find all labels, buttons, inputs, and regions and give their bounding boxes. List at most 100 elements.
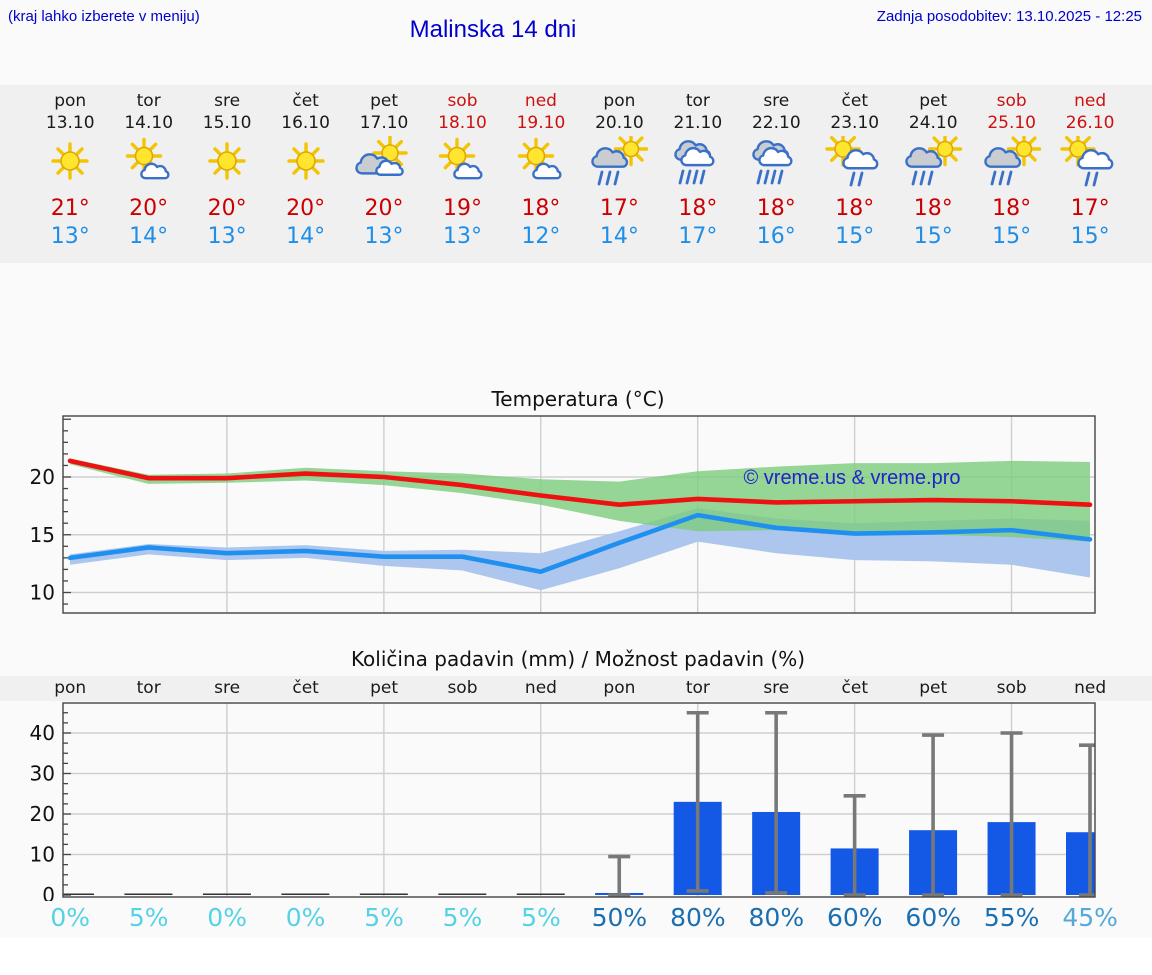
day-date: 20.10 [595,113,644,133]
precip-day-label: tor [685,678,710,698]
day-date: 23.10 [830,113,880,133]
high-temp: 18° [678,196,718,221]
precip-probability: 60% [826,903,883,932]
high-temp: 21° [50,196,90,221]
forecast-day: sob 18.10 19° 13° [423,85,501,263]
sun-shower-icon [983,136,1041,186]
low-temp: 15° [835,224,875,249]
day-name: čet [841,91,868,111]
low-temp: 15° [992,224,1032,249]
low-temp: 14° [286,224,326,249]
forecast-day: tor 14.10 20° 14° [109,85,187,263]
temperature-chart-title: Temperatura (°C) [491,387,665,411]
high-temp: 18° [992,196,1032,221]
precip-day-label: sre [214,678,241,698]
high-temp: 18° [521,196,561,221]
high-temp: 19° [442,196,482,221]
precip-probability-row: 0% 5% 0% 0% 5% 5% 5% 50% 80% 80% 60% 60% 55% 45% [0,901,1152,935]
low-temp: 15° [913,224,953,249]
forecast-day: ned 19.10 18° 12° [502,85,580,263]
day-name: pet [370,91,398,111]
precip-axis-label: 20 [30,802,55,826]
day-name: tor [685,91,710,111]
precip-day-label: pet [370,678,398,698]
precip-probability: 5% [521,903,561,932]
temp-axis-label: 15 [30,523,55,547]
temp-axis-label: 20 [30,465,55,489]
zero-mark [438,893,487,895]
high-temp: 17° [599,196,639,221]
precipitation-chart: 0 10 20 30 40 [30,702,1096,901]
low-temp: 13° [50,224,90,249]
precip-probability: 5% [364,903,404,932]
low-temp: 13° [364,224,404,249]
precip-probability: 55% [983,903,1040,932]
precip-day-labels: pon tor sre čet pet sob ned pon tor sre čet pet sob n… [0,676,1152,701]
precip-probability: 50% [591,903,648,932]
forecast-day: sre 22.10 18° 16° [737,85,815,263]
heavy-rain-icon [674,140,715,185]
sun-small-cloud-icon [439,137,484,180]
high-temp: 17° [1070,196,1110,221]
low-temp: 13° [207,224,247,249]
forecast-day: ned 26.10 17° 15° [1051,85,1129,263]
high-temp: 18° [835,196,875,221]
day-date: 15.10 [202,113,252,133]
precip-day-label: čet [292,678,319,698]
precip-day-label: pon [603,678,636,698]
temperature-chart: © vreme.us & vreme.pro 10 15 20 [30,415,1096,614]
low-temp: 15° [1070,224,1110,249]
sun-small-cloud-icon [517,137,562,180]
forecast-day: sre 15.10 20° 13° [188,85,266,263]
day-date: 25.10 [987,113,1036,133]
day-name: sre [763,91,790,111]
forecast-day: sob 25.10 18° 15° [972,85,1050,263]
zero-mark [124,893,173,895]
day-name: ned [1074,91,1107,111]
sun-rain-left-icon [825,136,879,187]
precip-day-label: tor [136,678,161,698]
day-date: 24.10 [908,113,958,133]
precip-day-label: sob [996,678,1027,698]
day-date: 19.10 [516,113,566,133]
forecast-day: pon 13.10 21° 13° [31,85,109,263]
precip-probability: 60% [905,903,961,932]
precip-probability: 80% [748,903,805,932]
sun-small-cloud-icon [125,137,170,180]
high-temp: 20° [286,196,326,221]
day-date: 22.10 [751,113,801,133]
day-name: pet [919,91,948,111]
day-name: sob [996,91,1027,111]
day-name: tor [136,91,161,111]
sun-icon [286,142,325,180]
precip-day-label: pon [54,678,87,698]
precip-day-label: sre [763,678,790,698]
high-temp: 20° [129,196,169,221]
last-update-text: Zadnja posodobitev: 13.10.2025 - 12:25 [876,8,1142,25]
watermark: © vreme.us & vreme.pro [743,467,960,489]
place-menu-link[interactable]: (kraj lahko izberete v meniju) [8,8,200,25]
sun-gray-cloud-icon [355,136,408,176]
precip-day-label: čet [841,678,868,698]
zero-mark [516,893,565,895]
precip-probability: 0% [285,903,326,932]
sun-shower-icon [591,136,649,186]
precip-probability: 0% [50,903,91,932]
zero-mark [359,893,408,895]
low-temp: 14° [599,224,639,249]
precip-day-label: pet [919,678,948,698]
precip-day-label: ned [524,678,557,698]
day-date: 14.10 [124,113,174,133]
day-name: ned [524,91,557,111]
precip-probability: 0% [207,903,247,932]
day-name: pon [603,91,636,111]
high-temp: 18° [756,196,796,221]
precip-probability: 45% [1062,903,1118,932]
heavy-rain-icon [752,140,793,185]
zero-mark [202,893,251,895]
day-name: sre [214,91,241,111]
page-title: Malinska 14 dni [409,16,577,43]
forecast-day: tor 21.10 18° 17° [659,85,737,263]
low-temp: 16° [756,224,796,249]
